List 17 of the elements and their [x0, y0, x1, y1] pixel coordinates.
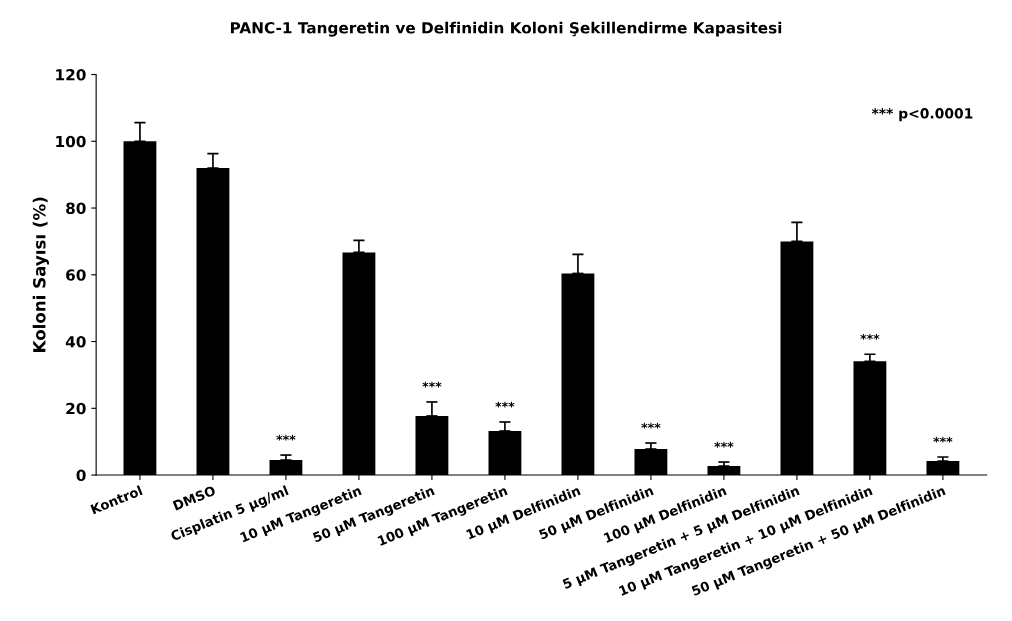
chart-title: PANC-1 Tangeretin ve Delfinidin Koloni Şekillendirme Kapasitesi: [230, 21, 782, 37]
y-tick-label: 60: [66, 269, 86, 281]
annotation: ***: [276, 434, 296, 441]
y-tick-label: 0: [76, 469, 86, 482]
y-tick-label: 40: [65, 336, 86, 348]
annotation: ***: [860, 334, 880, 340]
y-tick-label: 20: [66, 402, 86, 415]
annotation: *** p<0.0001: [871, 108, 973, 122]
annotation: ***: [714, 441, 734, 448]
annotation: ***: [422, 381, 442, 388]
annotation: ***: [933, 436, 953, 443]
annotation: ***: [641, 422, 661, 429]
y-axis-title: Koloni Sayısı (%): [32, 197, 49, 352]
y-tick-label: 80: [66, 202, 86, 215]
y-tick-label: 100: [56, 135, 86, 148]
annotation: ***: [495, 401, 515, 408]
y-tick-label: 120: [56, 68, 86, 81]
